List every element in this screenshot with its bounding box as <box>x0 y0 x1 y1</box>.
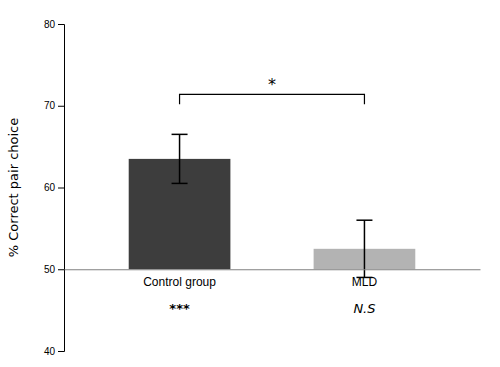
y-axis-line <box>58 25 65 352</box>
x-tick: Control group <box>143 275 216 289</box>
error-bar-cap <box>356 219 372 221</box>
baseline <box>65 269 481 270</box>
y-tick-label: 70 <box>44 100 56 111</box>
error-bar <box>172 134 188 183</box>
y-tick-mark <box>58 106 64 107</box>
y-tick-mark <box>58 24 64 25</box>
y-tick: 70 <box>44 100 64 111</box>
y-tick: 50 <box>44 264 64 275</box>
bracket-label: * <box>268 75 276 94</box>
y-tick-label: 40 <box>44 346 56 357</box>
y-axis: 40 50 60 70 80 <box>44 19 65 357</box>
error-bar <box>356 220 372 277</box>
marks <box>129 134 416 277</box>
y-tick-label: 50 <box>44 264 56 275</box>
error-bar-stem <box>364 220 366 277</box>
error-bar-stem <box>179 134 181 183</box>
y-tick: 60 <box>44 182 64 193</box>
x-tick-label: MLD <box>352 275 378 289</box>
y-tick-mark <box>58 188 64 189</box>
x-tick-label: Control group <box>143 275 216 289</box>
x-axis: Control group MLD <box>65 270 481 289</box>
chart: 40 50 60 70 80 % Correct pair choice Control g… <box>0 0 500 367</box>
significance-label: N.S <box>353 301 375 316</box>
bracket <box>180 94 365 104</box>
y-tick: 40 <box>44 346 64 357</box>
y-tick: 80 <box>44 19 64 30</box>
error-bar-cap <box>172 134 188 136</box>
y-tick-label: 80 <box>44 19 56 30</box>
plot: 40 50 60 70 80 % Correct pair choice Control g… <box>6 19 481 357</box>
significance-label: *** <box>169 301 190 316</box>
x-tick: MLD <box>352 275 378 289</box>
error-bar-cap <box>172 183 188 185</box>
y-tick-label: 60 <box>44 182 56 193</box>
y-axis-title: % Correct pair choice <box>6 118 21 257</box>
y-tick-mark <box>58 351 64 352</box>
y-tick-mark <box>58 269 64 270</box>
